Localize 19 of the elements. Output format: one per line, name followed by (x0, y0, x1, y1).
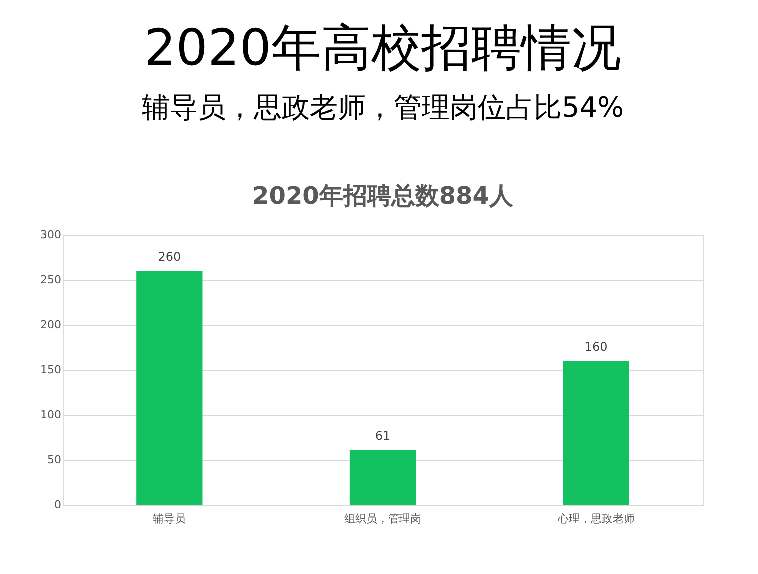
data-label: 260 (158, 250, 182, 264)
data-label: 160 (584, 340, 608, 354)
y-tick-label: 0 (54, 498, 62, 512)
y-tick-label: 200 (40, 318, 62, 332)
data-label: 61 (375, 429, 391, 444)
x-tick-label: 心理，思政老师 (556, 512, 635, 526)
x-tick-label: 辅导员 (153, 512, 186, 526)
bar (563, 361, 630, 505)
x-tick-label: 组织员，管理岗 (344, 512, 422, 526)
chart-subtitle: 辅导员，思政老师，管理岗位占比54% (142, 91, 624, 124)
bar (350, 450, 416, 505)
text: 2020年招聘总数884人 (252, 182, 514, 210)
y-tick-label: 150 (40, 364, 62, 376)
y-tick-label: 100 (40, 408, 62, 422)
bar (136, 271, 203, 505)
y-tick-label: 50 (48, 454, 62, 466)
y-tick-label: 300 (40, 228, 62, 242)
chart-title: 2020年高校招聘情况 (144, 19, 622, 77)
y-tick-label: 250 (40, 274, 62, 286)
